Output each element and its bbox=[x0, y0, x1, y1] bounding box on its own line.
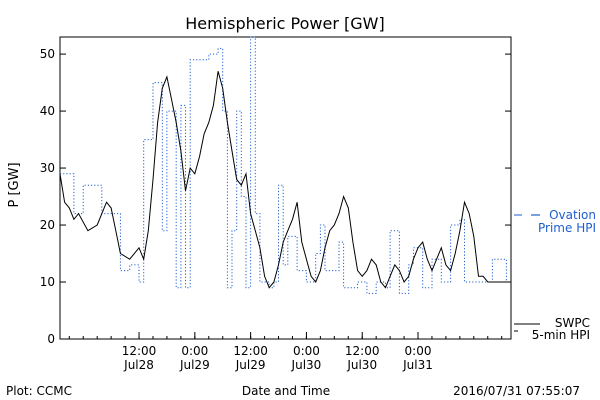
chart-title: Hemispheric Power [GW] bbox=[185, 14, 384, 33]
legend-ovation: Ovation Prime HPI bbox=[514, 208, 596, 235]
x-tick-label-time: 0:00 bbox=[181, 344, 208, 358]
y-tick-label: 50 bbox=[40, 47, 55, 61]
y-tick-label: 30 bbox=[40, 161, 55, 175]
series-ovation-prime-hpi bbox=[60, 36, 507, 294]
y-tick-label: 0 bbox=[47, 332, 55, 346]
x-tick-label-date: Jul28 bbox=[123, 358, 154, 372]
y-tick-label: 20 bbox=[40, 218, 55, 232]
x-tick-label-time: 12:00 bbox=[122, 344, 157, 358]
plot-frame bbox=[59, 36, 512, 340]
x-ticks: 12:00Jul280:00Jul2912:00Jul290:00Jul3012… bbox=[68, 332, 503, 372]
x-tick-label-date: Jul30 bbox=[291, 358, 322, 372]
legend-swpc-line2: 5-min HPI bbox=[532, 328, 590, 342]
x-tick-label-time: 0:00 bbox=[293, 344, 320, 358]
y-ticks: 0 10 20 30 40 50 bbox=[40, 47, 511, 346]
y-axis-label: P [GW] bbox=[7, 162, 22, 207]
x-tick-label-time: 12:00 bbox=[233, 344, 268, 358]
x-axis-label: Date and Time bbox=[242, 384, 330, 398]
footer-plot-credit: Plot: CCMC bbox=[6, 384, 72, 398]
y-tick-label: 10 bbox=[40, 275, 55, 289]
x-tick-label-date: Jul29 bbox=[235, 358, 266, 372]
footer-timestamp: 2016/07/31 07:55:07 bbox=[453, 384, 580, 398]
x-tick-label-time: 0:00 bbox=[405, 344, 432, 358]
x-tick-label-date: Jul29 bbox=[179, 358, 210, 372]
y-tick-label: 40 bbox=[40, 104, 55, 118]
legend-swpc: SWPC 5-min HPI bbox=[514, 316, 590, 342]
legend-ovation-line2: Prime HPI bbox=[538, 221, 596, 235]
x-tick-label-date: Jul30 bbox=[346, 358, 377, 372]
series-swpc-5min-hpi bbox=[59, 71, 507, 289]
x-tick-label-date: Jul31 bbox=[402, 358, 433, 372]
legend-ovation-line1: Ovation bbox=[549, 208, 596, 222]
legend-swpc-line1: SWPC bbox=[555, 316, 590, 330]
x-tick-label-time: 12:00 bbox=[345, 344, 380, 358]
